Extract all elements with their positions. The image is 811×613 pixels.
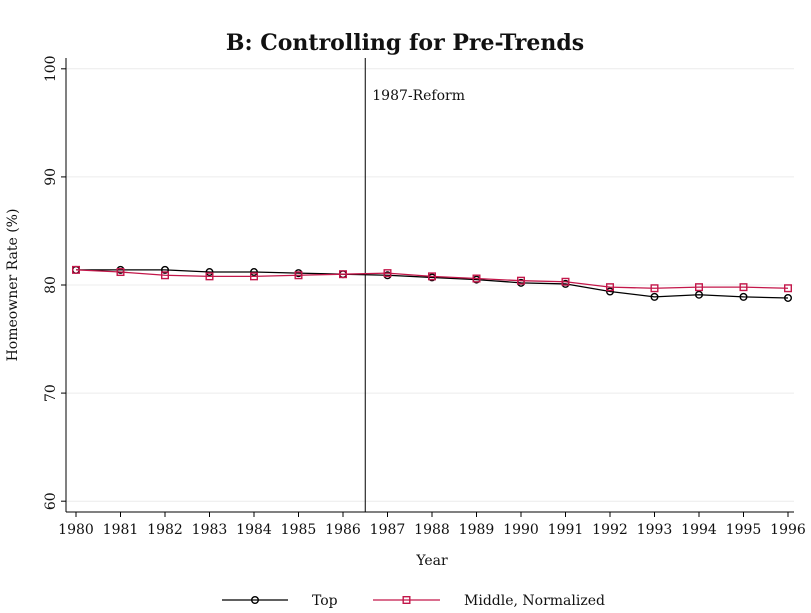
point-top — [160, 265, 169, 274]
chart-title: B: Controlling for Pre-Trends — [226, 30, 584, 56]
point-middle-normalized — [606, 283, 615, 292]
point-middle-normalized — [205, 272, 214, 281]
x-tick-label: 1986 — [325, 522, 361, 538]
x-tick-label: 1984 — [236, 522, 272, 538]
point-middle-normalized — [428, 272, 437, 281]
reform-line-group: 1987-Reform — [364, 58, 465, 512]
x-tick-label: 1990 — [503, 522, 539, 538]
x-tick-label: 1981 — [103, 522, 139, 538]
point-middle-normalized — [517, 276, 526, 285]
x-tick-label: 1980 — [58, 522, 94, 538]
point-top — [650, 292, 659, 301]
point-top — [739, 292, 748, 301]
point-middle-normalized — [695, 283, 704, 292]
point-middle-normalized — [739, 283, 748, 292]
x-tick-label: 1985 — [281, 522, 317, 538]
point-middle-normalized — [472, 274, 481, 283]
x-tick-label: 1995 — [726, 522, 762, 538]
point-middle-normalized — [294, 271, 303, 280]
legend-marker-middle-normalized — [402, 596, 411, 605]
point-middle-normalized — [249, 272, 258, 281]
legend-label-middle-normalized: Middle, Normalized — [464, 593, 605, 609]
x-tick-label: 1988 — [414, 522, 450, 538]
point-middle-normalized — [71, 265, 80, 274]
gridlines — [66, 68, 794, 502]
x-tick-label: 1993 — [637, 522, 673, 538]
x-tick-label: 1987 — [370, 522, 406, 538]
x-tick-label: 1983 — [192, 522, 228, 538]
x-tick-label: 1989 — [459, 522, 495, 538]
x-tick-label: 1992 — [592, 522, 628, 538]
y-tick-label: 70 — [43, 384, 59, 402]
point-top — [784, 293, 793, 302]
y-tick-label: 60 — [43, 492, 59, 510]
point-middle-normalized — [116, 268, 125, 277]
point-middle-normalized — [561, 277, 570, 286]
point-middle-normalized — [383, 269, 392, 278]
x-tick-label: 1982 — [147, 522, 183, 538]
legend-marker-top — [250, 596, 259, 605]
point-middle-normalized — [784, 284, 793, 293]
point-top — [606, 287, 615, 296]
x-axis-label: Year — [415, 553, 448, 569]
y-tick-label: 90 — [43, 168, 59, 186]
point-top — [205, 268, 214, 277]
point-top — [249, 268, 258, 277]
point-top — [695, 290, 704, 299]
series-group — [71, 265, 793, 302]
series-line-top — [76, 269, 789, 299]
point-middle-normalized — [650, 284, 659, 293]
reform-label: 1987-Reform — [372, 88, 465, 104]
x-tick-label: 1994 — [681, 522, 717, 538]
legend-label-top: Top — [312, 593, 338, 609]
series-line-middle-normalized — [75, 269, 789, 289]
y-tick-label: 100 — [43, 55, 59, 82]
point-middle-normalized — [160, 271, 169, 280]
x-tick-label: 1996 — [770, 522, 806, 538]
y-tick-label: 80 — [43, 276, 59, 294]
axes: 60 70 80 90 100 1980 1981 1982 1983 1984 1985 1986 1… — [43, 55, 806, 538]
y-axis-label: Homeowner Rate (%) — [5, 209, 21, 362]
legend: Top Middle, Normalized — [222, 593, 605, 609]
point-middle-normalized — [339, 270, 348, 279]
x-tick-label: 1991 — [548, 522, 584, 538]
